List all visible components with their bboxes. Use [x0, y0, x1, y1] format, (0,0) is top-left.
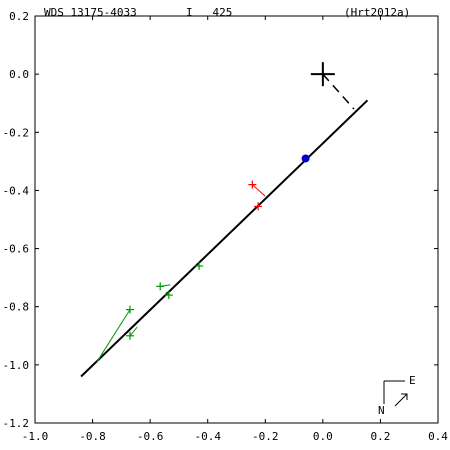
apparent-orbit-line: [80, 99, 369, 378]
y-tick-label: -0.8: [3, 301, 30, 314]
measure-red-residual: [251, 184, 266, 197]
x-tick-label: -0.4: [194, 430, 221, 443]
measure-layer: [96, 154, 310, 363]
compass-east-label: E: [409, 374, 416, 387]
x-tick-label: 0.0: [313, 430, 333, 443]
compass-arrow-head: [401, 393, 408, 400]
x-tick-label: 0.2: [370, 430, 390, 443]
axis-ticks: -1.0 -0.8 -0.6 -0.4 -0.2 0.0 0.2 0.4 0.2 0.0 -0.2 -…: [3, 10, 449, 443]
y-tick-label: -1.0: [3, 359, 30, 372]
x-tick-label: -0.8: [79, 430, 106, 443]
y-tick-label: -0.2: [3, 126, 30, 139]
x-tick-label: 0.4: [428, 430, 448, 443]
y-tick-label: -0.6: [3, 243, 30, 256]
compass-rose: N E: [378, 374, 416, 417]
compass-north-label: N: [378, 404, 385, 417]
compass-diagonal-arrow: [394, 393, 408, 407]
measure-green-residual: [96, 309, 131, 363]
y-tick-label: -0.4: [3, 184, 30, 197]
y-tick-label: 0.2: [9, 10, 29, 23]
x-tick-label: -0.6: [137, 430, 164, 443]
predicted-position: [301, 154, 310, 163]
measure-green-residual: [129, 326, 138, 337]
plot-frame: [34, 15, 439, 424]
y-tick-label: -1.2: [3, 417, 30, 430]
line-of-nodes: [322, 73, 355, 110]
plot-border: [34, 15, 439, 424]
x-tick-label: -0.2: [252, 430, 279, 443]
y-tick-label: 0.0: [9, 68, 29, 81]
orbit-layer: [80, 62, 369, 378]
x-tick-label: -1.0: [22, 430, 49, 443]
